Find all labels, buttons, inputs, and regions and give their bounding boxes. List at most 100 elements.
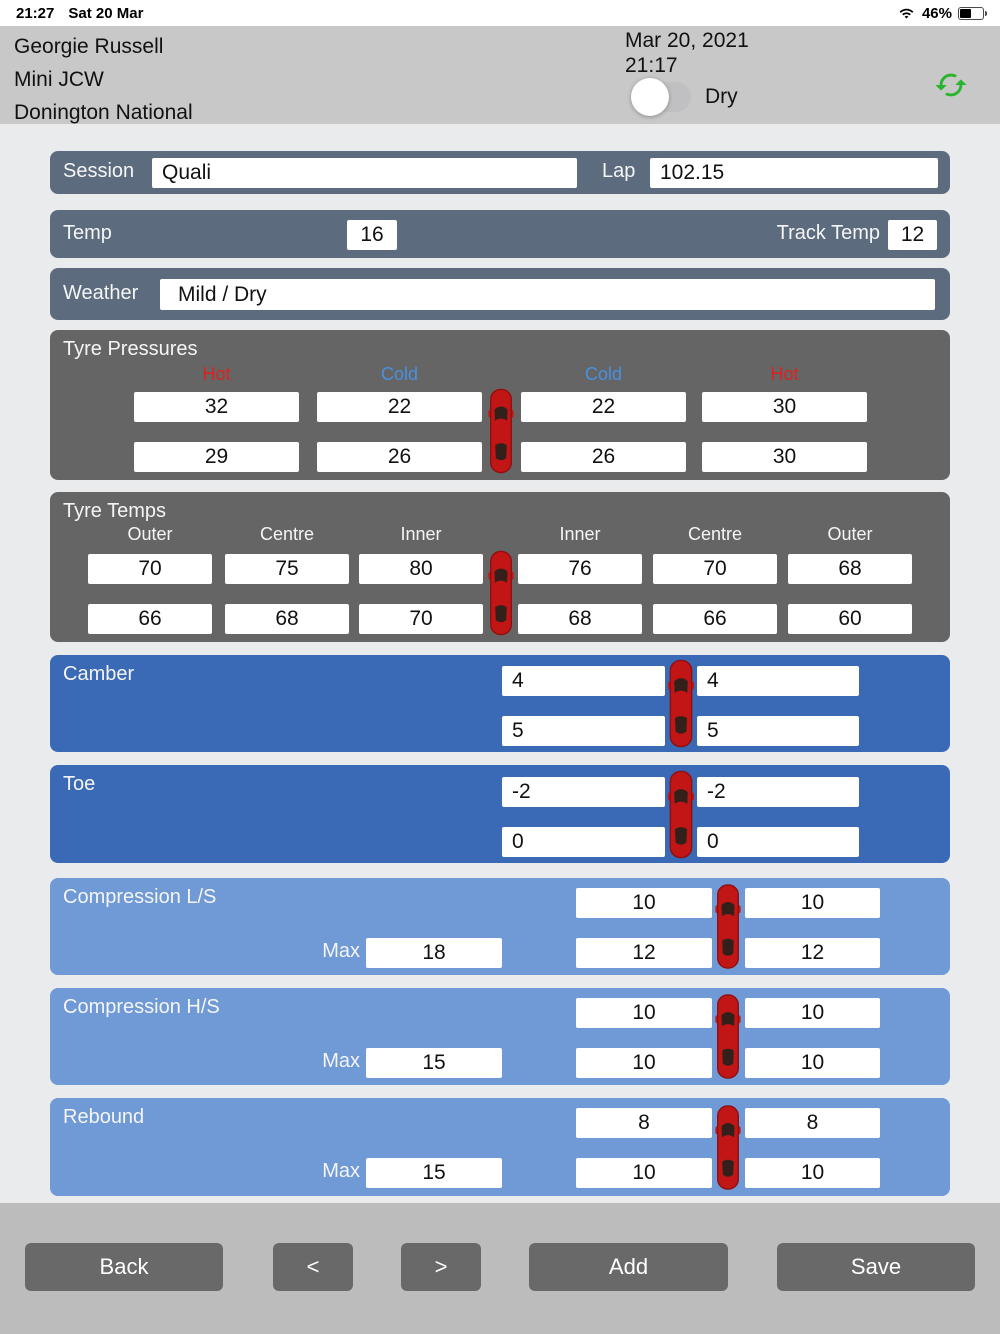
tt-front-outer-right-input[interactable] [788,554,912,584]
status-time: 21:27 [16,4,55,22]
tp-cold-left-header: Cold [380,364,419,384]
tt-rear-outer-left-input[interactable] [88,604,212,634]
car-top-view-icon [666,770,696,859]
car-top-view-icon [487,388,515,474]
toe-panel: Toe [50,765,950,863]
driver-name: Georgie Russell [14,35,164,58]
tt-front-inner-left-input[interactable] [359,554,483,584]
session-panel: Session Lap [50,151,950,194]
toggle-knob[interactable] [631,78,669,116]
tt-front-inner-right-input[interactable] [518,554,642,584]
toe-front-right-input[interactable] [697,777,859,807]
rebound-max-input[interactable] [366,1158,502,1188]
weather-input[interactable] [160,279,935,310]
status-bar: 21:27 Sat 20 Mar 46% [0,0,1000,26]
rebound-max-label: Max [322,1160,360,1182]
tt-inner-right-header: Inner [559,524,601,544]
rebound-rear-left-input[interactable] [576,1158,712,1188]
compression-hs-title: Compression H/S [63,996,220,1018]
refresh-icon[interactable] [934,68,968,102]
wifi-icon [899,8,914,18]
tp-rear-cold-right-input[interactable] [521,442,686,472]
tp-rear-hot-right-input[interactable] [702,442,867,472]
add-button[interactable]: Add [529,1243,728,1291]
wet-dry-toggle[interactable] [631,78,691,116]
compression-hs-max-label: Max [322,1050,360,1072]
track-temp-label: Track Temp [776,222,880,244]
rebound-front-right-input[interactable] [745,1108,880,1138]
next-button[interactable]: > [401,1243,481,1291]
compression-ls-front-left-input[interactable] [576,888,712,918]
toe-rear-right-input[interactable] [697,827,859,857]
battery-tip [984,11,987,16]
tt-rear-inner-left-input[interactable] [359,604,483,634]
tp-front-hot-right-input[interactable] [702,392,867,422]
air-temp-input[interactable] [347,220,397,250]
battery-fill [960,8,972,18]
air-temp-label: Temp [63,222,112,244]
tt-outer-left-header: Outer [127,524,173,544]
tp-rear-cold-left-input[interactable] [317,442,482,472]
toe-rear-left-input[interactable] [502,827,665,857]
rebound-rear-right-input[interactable] [745,1158,880,1188]
tt-rear-centre-left-input[interactable] [225,604,349,634]
car-top-view-icon [714,1103,742,1192]
header-time: 21:17 [625,54,678,77]
compression-hs-panel: Compression H/S Max [50,988,950,1085]
tp-front-cold-left-input[interactable] [317,392,482,422]
compression-ls-max-label: Max [322,940,360,962]
car-top-view-icon [714,882,742,971]
prev-button[interactable]: < [273,1243,353,1291]
compression-ls-panel: Compression L/S Max [50,878,950,975]
session-header: Georgie Russell Mini JCW Donington Natio… [0,26,1000,124]
back-button[interactable]: Back [25,1243,223,1291]
compression-hs-front-right-input[interactable] [745,998,880,1028]
status-left: 21:27 Sat 20 Mar [16,5,157,22]
camber-rear-right-input[interactable] [697,716,859,746]
tt-front-centre-right-input[interactable] [653,554,777,584]
camber-front-right-input[interactable] [697,666,859,696]
camber-rear-left-input[interactable] [502,716,665,746]
track-name: Donington National [14,101,193,124]
tyre-temps-panel: Tyre Temps Outer Centre Inner Inner Cent… [50,492,950,642]
compression-ls-rear-left-input[interactable] [576,938,712,968]
compression-ls-rear-right-input[interactable] [745,938,880,968]
conditions-label: Dry [705,85,738,108]
tp-hot-right-header: Hot [770,364,799,384]
weather-label: Weather [63,282,139,304]
tyre-pressures-title: Tyre Pressures [63,338,198,360]
compression-hs-rear-left-input[interactable] [576,1048,712,1078]
car-model: Mini JCW [14,68,104,91]
lap-label: Lap [602,160,636,182]
tp-front-cold-right-input[interactable] [521,392,686,422]
footer-bar: Back < > Add Save [0,1203,1000,1334]
camber-front-left-input[interactable] [502,666,665,696]
compression-hs-front-left-input[interactable] [576,998,712,1028]
tt-rear-centre-right-input[interactable] [653,604,777,634]
compression-hs-rear-right-input[interactable] [745,1048,880,1078]
tp-rear-hot-left-input[interactable] [134,442,299,472]
tp-front-hot-left-input[interactable] [134,392,299,422]
datetime-block: Mar 20, 2021 21:17 Dry [625,28,749,116]
rebound-front-left-input[interactable] [576,1108,712,1138]
tt-rear-inner-right-input[interactable] [518,604,642,634]
lap-input[interactable] [650,158,938,188]
tt-outer-right-header: Outer [827,524,873,544]
toe-front-left-input[interactable] [502,777,665,807]
status-right: 46% [897,5,987,22]
compression-ls-max-input[interactable] [366,938,502,968]
session-input[interactable] [152,158,577,188]
save-button[interactable]: Save [777,1243,975,1291]
compression-hs-max-input[interactable] [366,1048,502,1078]
battery-icon [958,6,987,20]
rebound-panel: Rebound Max [50,1098,950,1196]
track-temp-input[interactable] [888,220,937,250]
toe-title: Toe [63,773,96,795]
tt-rear-outer-right-input[interactable] [788,604,912,634]
car-top-view-icon [487,550,515,636]
car-top-view-icon [714,992,742,1081]
tt-front-centre-left-input[interactable] [225,554,349,584]
tt-front-outer-left-input[interactable] [88,554,212,584]
compression-ls-front-right-input[interactable] [745,888,880,918]
tp-hot-left-header: Hot [202,364,231,384]
